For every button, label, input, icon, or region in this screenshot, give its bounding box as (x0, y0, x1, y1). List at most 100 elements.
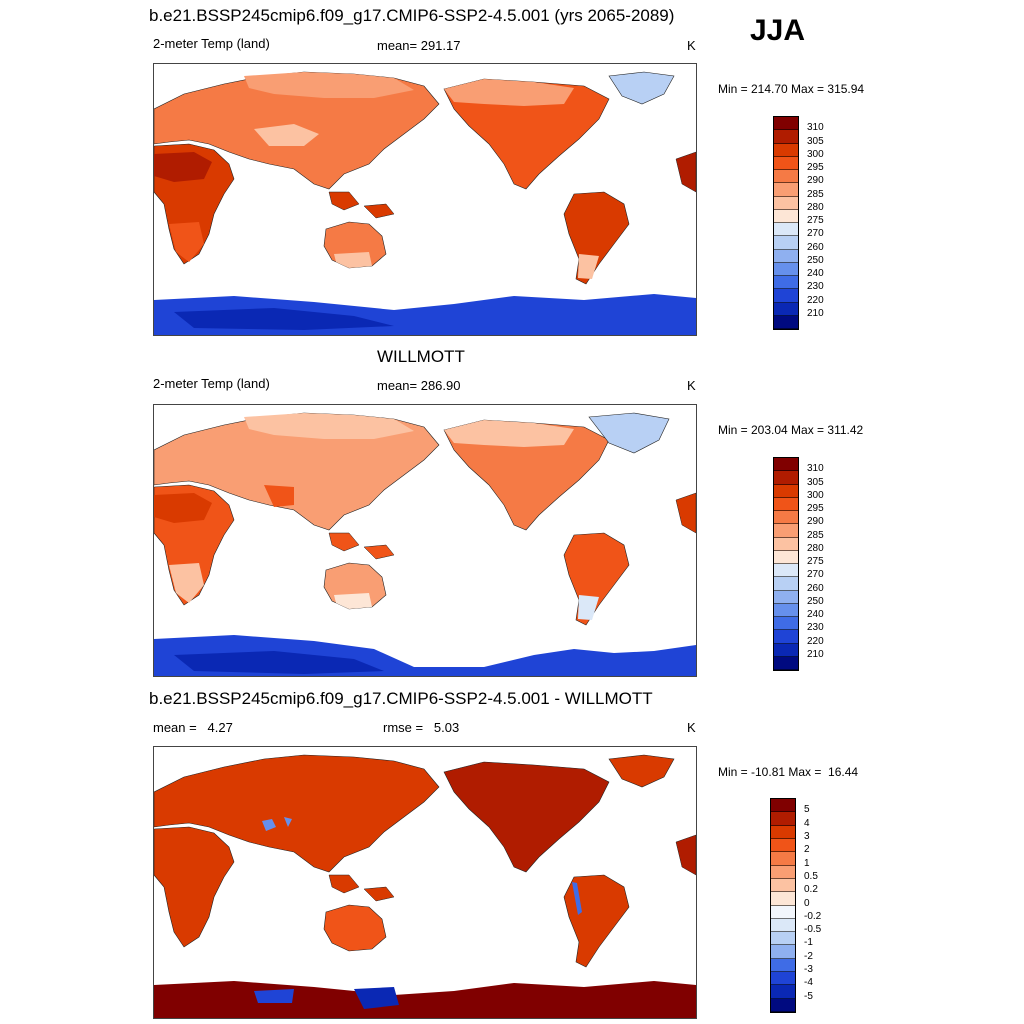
colorbar-tick-label: 260 (807, 241, 824, 253)
colorbar-segment (771, 918, 795, 933)
colorbar-segment (774, 590, 798, 604)
south-america-south (578, 595, 599, 620)
panel-2-units: K (687, 378, 696, 393)
colorbar-tick-label: 295 (807, 162, 824, 173)
colorbar-tick-label: 300 (807, 489, 824, 501)
sahara-hot (154, 493, 212, 523)
panel-2-mean-label: mean= 286.90 (377, 378, 461, 393)
colorbar-segment (771, 892, 795, 906)
north-america-north (444, 420, 574, 447)
colorbar-segment (774, 564, 798, 578)
india-region (264, 485, 294, 507)
south-america-landmass (563, 874, 630, 968)
colorbar-segment (774, 550, 798, 564)
colorbar-segment (774, 196, 798, 210)
panel-2-map (153, 404, 697, 677)
colorbar-segment (774, 117, 798, 131)
colorbar-tick-label: 310 (807, 463, 824, 475)
andes-cold-strip (572, 882, 582, 915)
colorbar-tick-label: 250 (807, 254, 824, 266)
colorbar-segment (771, 852, 795, 866)
colorbar-tick-label: -0.2 (804, 910, 822, 922)
se-asia-islands (328, 874, 395, 902)
australia-south (334, 593, 372, 609)
antarctica-landmass (154, 981, 696, 1018)
siberia-region (244, 413, 414, 439)
tibet-region (254, 124, 319, 146)
colorbar-tick-label: 270 (807, 569, 824, 581)
north-america-landmass (443, 761, 610, 873)
colorbar-segment (774, 130, 798, 144)
antarctica-cold-patch-1 (354, 987, 399, 1009)
colorbar-tick-label: 0.2 (804, 884, 818, 896)
panel-1-map (153, 63, 697, 336)
panel-3-map (153, 746, 697, 1019)
tibet-noise (262, 817, 292, 831)
colorbar-segment (771, 972, 795, 986)
colorbar-tick-label: 260 (807, 582, 824, 594)
panel-1-title: b.e21.BSSP245cmip6.f09_g17.CMIP6-SSP2-4.… (149, 6, 675, 25)
colorbar-tick-label: 290 (807, 516, 824, 528)
season-label: JJA (750, 14, 806, 47)
colorbar-segment (774, 156, 798, 170)
sahara-hot (154, 152, 212, 182)
colorbar-tick-label: 1 (804, 857, 810, 869)
north-america-landmass (443, 419, 610, 531)
colorbar-tick-label: 210 (807, 648, 824, 660)
north-america-landmass (443, 78, 610, 190)
colorbar-tick-label: 270 (807, 228, 824, 240)
panel-2-variable-label: 2-meter Temp (land) (153, 376, 270, 391)
colorbar-segment (774, 537, 798, 551)
colorbar-segment (771, 932, 795, 946)
north-america-north (444, 79, 574, 106)
colorbar-tick-label: -0.5 (804, 924, 822, 936)
colorbar-segment (774, 471, 798, 485)
panel-3-colorbar (770, 798, 796, 1013)
colorbar-tick-label: 280 (807, 542, 824, 554)
colorbar-segment (774, 603, 798, 617)
panel-3-units: K (687, 720, 696, 735)
panel-1-minmax: Min = 214.70 Max = 315.94 (718, 82, 865, 96)
colorbar-segment (774, 315, 798, 329)
colorbar-tick-label: 4 (804, 817, 810, 829)
colorbar-tick-label: 220 (807, 635, 824, 647)
colorbar-segment (774, 249, 798, 263)
colorbar-tick-label: -3 (804, 964, 813, 976)
colorbar-tick-label: 250 (807, 595, 824, 607)
antarctica-interior (174, 308, 394, 330)
colorbar-segment (774, 630, 798, 644)
colorbar-segment (774, 484, 798, 498)
greenland (608, 71, 675, 105)
panel-2-title: WILLMOTT (377, 347, 465, 366)
colorbar-tick-label: 300 (807, 148, 824, 160)
colorbar-tick-label: 0 (804, 897, 810, 909)
colorbar-segment (771, 905, 795, 919)
colorbar-tick-label: 290 (807, 175, 824, 187)
colorbar-tick-label: 285 (807, 188, 824, 200)
panel-3-minmax: Min = -10.81 Max = 16.44 (718, 765, 859, 779)
panel-1-mean-label: mean= 291.17 (377, 38, 461, 53)
south-america-landmass (563, 191, 630, 285)
panel-3-title: b.e21.BSSP245cmip6.f09_g17.CMIP6-SSP2-4.… (149, 689, 653, 708)
colorbar-tick-label: 280 (807, 201, 824, 213)
colorbar-tick-label: 3 (804, 830, 810, 842)
colorbar-tick-label: 285 (807, 529, 824, 541)
colorbar-tick-label: 305 (807, 476, 824, 488)
antarctica-interior (174, 651, 384, 674)
south-america-south (578, 254, 599, 279)
colorbar-tick-label: -5 (804, 990, 813, 1002)
colorbar-tick-label: 275 (807, 215, 824, 226)
africa-south (169, 222, 204, 262)
greenland (588, 412, 670, 454)
colorbar-tick-label: 230 (807, 622, 824, 634)
colorbar-segment (774, 183, 798, 197)
colorbar-tick-label: 220 (807, 294, 824, 306)
greenland (608, 754, 675, 788)
colorbar-tick-label: 240 (807, 268, 824, 279)
colorbar-segment (771, 865, 795, 879)
colorbar-tick-label: 0.5 (804, 870, 818, 882)
colorbar-tick-label: -1 (804, 937, 813, 949)
colorbar-segment (771, 878, 795, 893)
colorbar-segment (774, 302, 798, 316)
colorbar-segment (771, 945, 795, 959)
